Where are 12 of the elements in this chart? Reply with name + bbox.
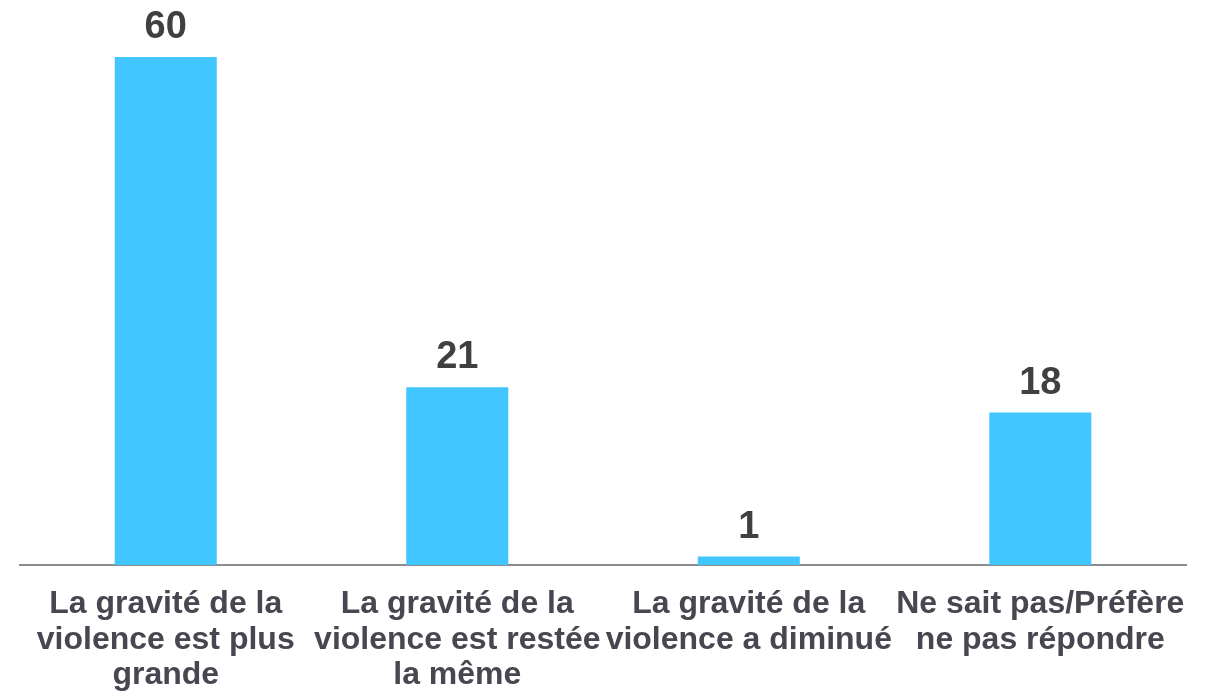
x-tick-label: La gravité de la violence est plus grande — [36, 584, 295, 691]
bar — [697, 556, 800, 565]
bar — [114, 57, 217, 565]
x-tick-label: La gravité de la violence a diminué — [605, 584, 892, 656]
data-label: 18 — [1019, 359, 1062, 402]
bar — [989, 412, 1092, 565]
data-label: 60 — [144, 4, 187, 46]
data-label: 21 — [436, 334, 479, 377]
x-tick-label: Ne sait pas/Préfère ne pas répondre — [896, 584, 1185, 656]
data-label: 1 — [738, 503, 760, 546]
x-tick-label: La gravité de la violence est restée la même — [314, 584, 601, 691]
bar — [406, 387, 509, 565]
